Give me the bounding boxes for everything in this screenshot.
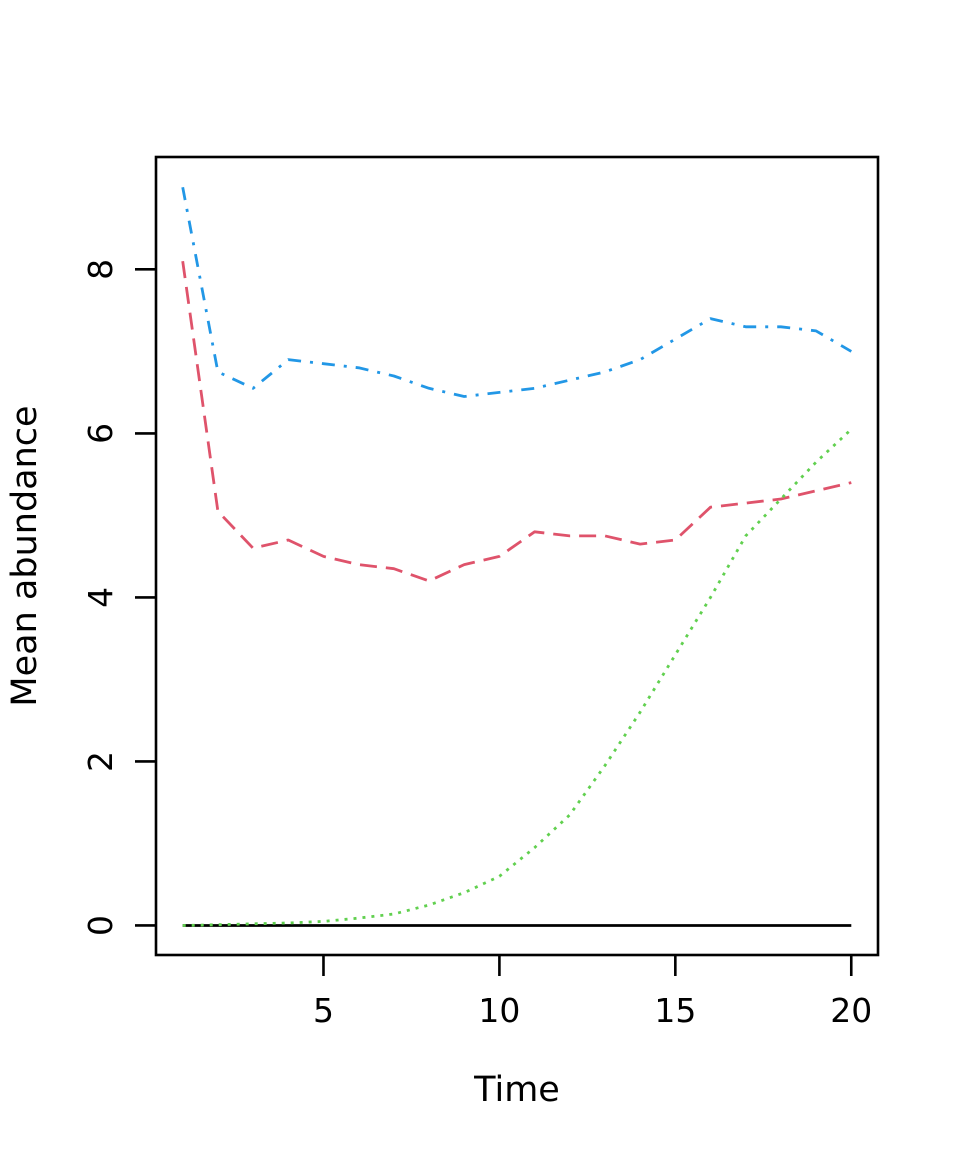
plot-layers: 5 10 15 20 0 2 4 6 8 [81,155,880,1030]
x-tick-label: 10 [478,991,520,1030]
x-tick-label: 20 [830,991,872,1030]
x-tick-label: 15 [654,991,696,1030]
y-tick-label: 4 [81,587,120,608]
y-tick-label: 8 [81,259,120,280]
series-red-dashed-line [181,261,852,583]
x-tick-label: 5 [313,991,334,1030]
y-tick-label: 0 [81,915,120,936]
series-blue-dotdash-line [181,187,853,398]
y-axis-title: Mean abundance [5,405,45,706]
plot-box [154,155,880,957]
y-tick-label: 2 [81,751,120,772]
y-tick-label: 6 [81,423,120,444]
x-axis-title: Time [473,1070,560,1110]
